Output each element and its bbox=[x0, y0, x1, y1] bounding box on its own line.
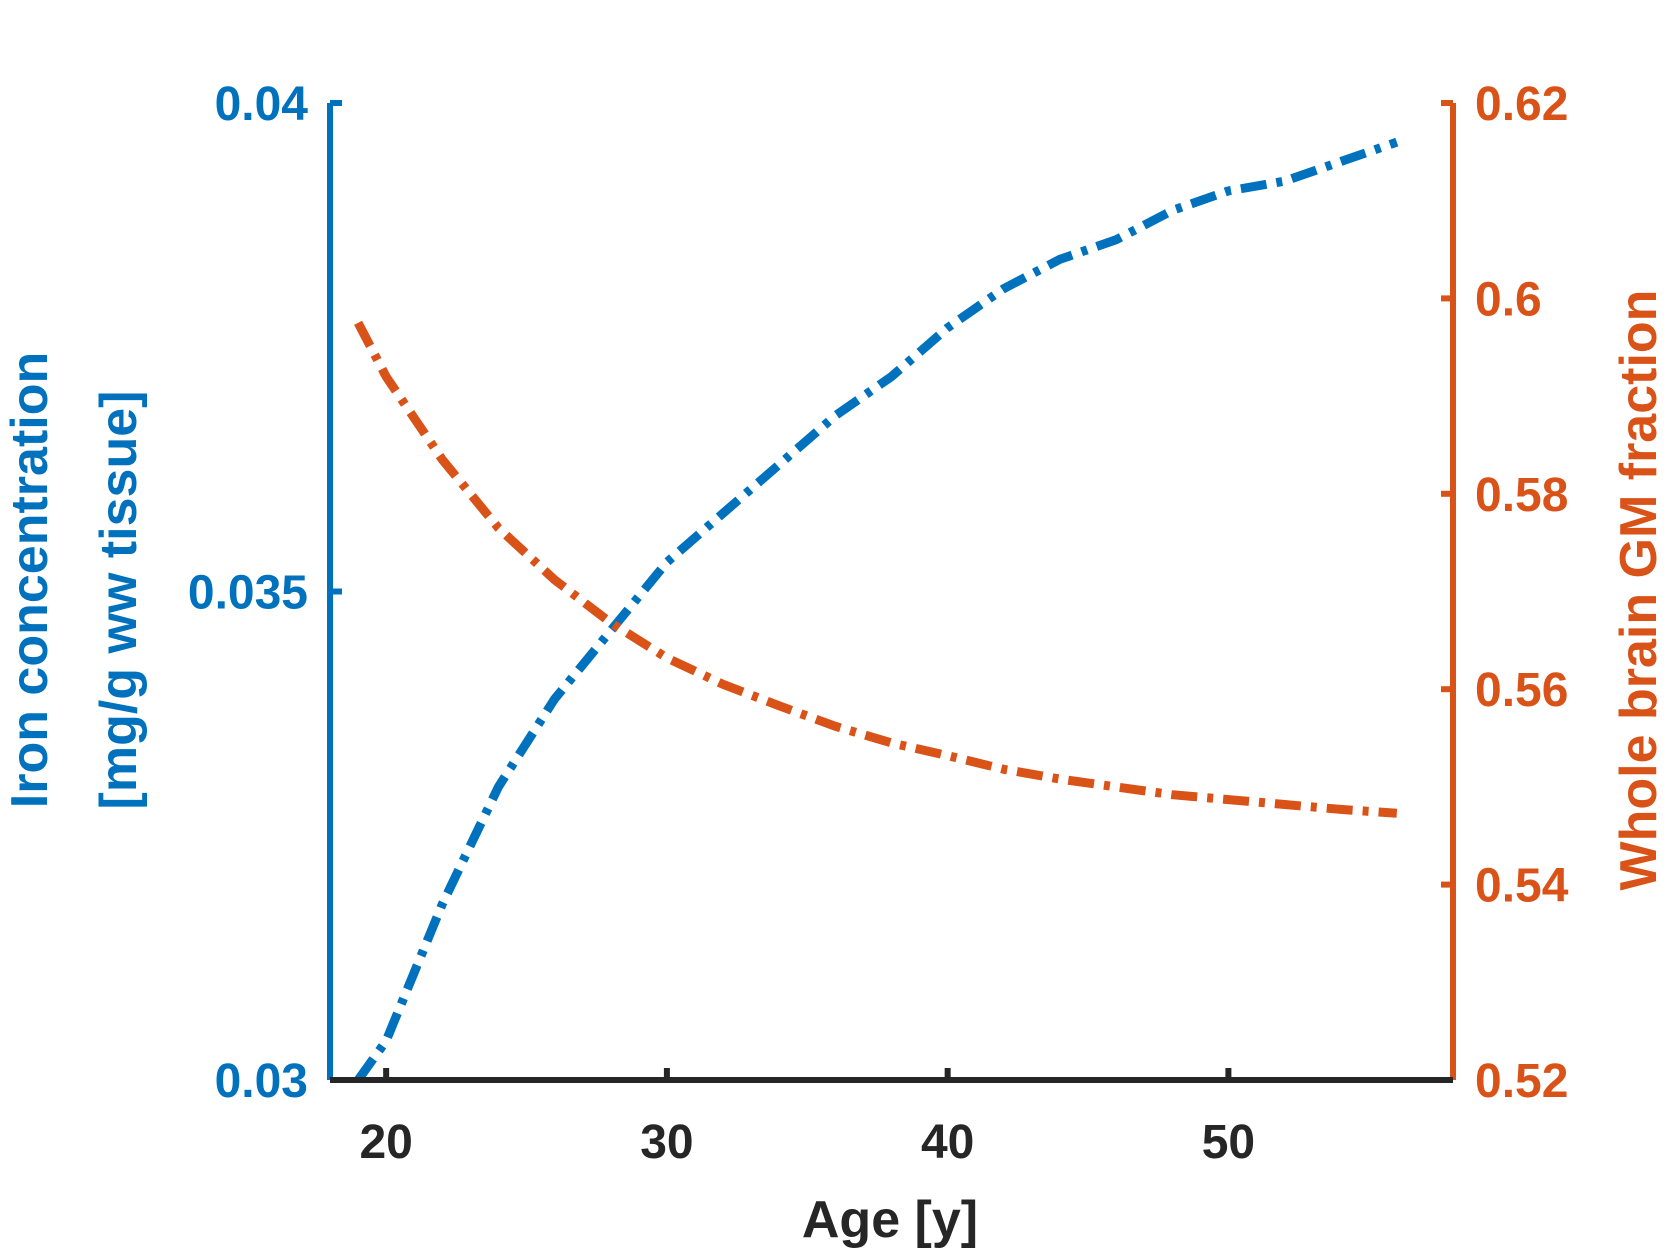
right-tick-label: 0.58 bbox=[1475, 469, 1568, 522]
left-tick-label: 0.03 bbox=[215, 1055, 308, 1108]
left-axis-title-line2: [mg/g ww tissue] bbox=[90, 391, 148, 810]
right-axis-ticks: 0.52 0.54 0.56 0.58 0.6 0.62 bbox=[1441, 78, 1569, 1108]
x-axis-title: Age [y] bbox=[802, 1191, 978, 1249]
right-axis-title: Whole brain GM fraction bbox=[1610, 290, 1668, 891]
series-layer bbox=[354, 137, 1399, 1083]
x-tick-label: 50 bbox=[1202, 1116, 1255, 1169]
left-tick-label: 0.04 bbox=[215, 78, 309, 131]
x-tick-label: 30 bbox=[640, 1116, 693, 1169]
left-axis-ticks: 0.03 0.035 0.04 bbox=[188, 78, 342, 1108]
left-axis-title-line1: Iron concentration bbox=[1, 352, 59, 808]
x-tick-label: 40 bbox=[921, 1116, 974, 1169]
right-tick-label: 0.54 bbox=[1475, 860, 1569, 913]
x-tick-label: 20 bbox=[359, 1116, 412, 1169]
series-line-gm-fraction bbox=[354, 320, 1398, 818]
right-tick-label: 0.6 bbox=[1475, 273, 1542, 326]
right-tick-label: 0.52 bbox=[1475, 1055, 1568, 1108]
right-tick-label: 0.56 bbox=[1475, 664, 1568, 717]
x-axis-ticks: 20 30 40 50 bbox=[359, 1068, 1255, 1169]
left-tick-label: 0.035 bbox=[188, 567, 308, 620]
right-tick-label: 0.62 bbox=[1475, 78, 1568, 131]
series-line-iron bbox=[354, 137, 1399, 1083]
